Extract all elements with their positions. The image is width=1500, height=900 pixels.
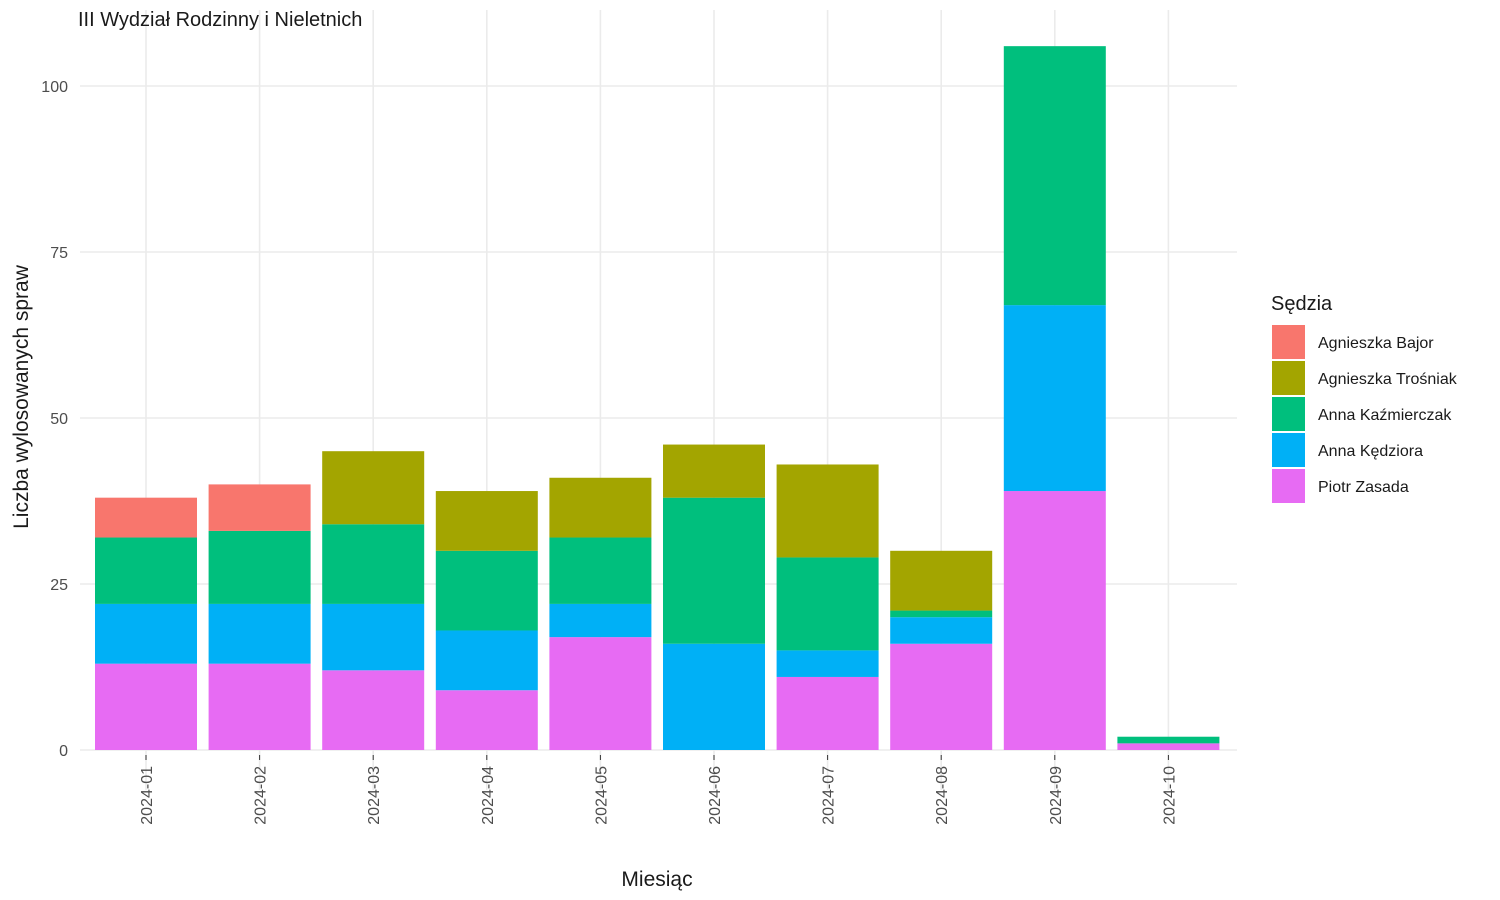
bar-segment <box>549 603 652 638</box>
x-tick-label: 2024-10 <box>1161 766 1178 825</box>
legend-label: Anna Kędziora <box>1318 443 1423 460</box>
bar-segment <box>549 477 652 538</box>
bar-segment <box>95 603 197 664</box>
chart-title: III Wydział Rodzinny i Nieletnich <box>78 9 362 31</box>
bar-segment <box>890 550 993 611</box>
bar-segment <box>1003 46 1106 306</box>
bar-segment <box>322 670 425 750</box>
legend-label: Agnieszka Trośniak <box>1318 371 1458 388</box>
legend-key <box>1272 325 1305 359</box>
bar-segment <box>1003 491 1106 750</box>
bar-segment <box>663 497 765 644</box>
legend-key <box>1272 361 1305 395</box>
x-tick-label: 2024-08 <box>934 766 951 825</box>
bar-segment <box>435 491 538 551</box>
x-tick-label: 2024-09 <box>1048 766 1065 825</box>
legend-label: Agnieszka Bajor <box>1318 335 1434 352</box>
x-tick-label: 2024-07 <box>821 766 838 825</box>
legend-key <box>1272 433 1305 467</box>
bar-segment <box>208 530 311 604</box>
x-tick-label: 2024-01 <box>139 766 156 825</box>
legend-title: Sędzia <box>1271 293 1333 315</box>
bar-segment <box>549 537 652 604</box>
bar-segment <box>890 610 993 618</box>
bar-segment <box>322 524 425 604</box>
x-tick-label: 2024-03 <box>366 766 383 825</box>
bar-segment <box>1003 305 1106 492</box>
bar-segment <box>435 690 538 750</box>
x-tick-label: 2024-05 <box>593 766 610 825</box>
bar-segment <box>663 643 765 750</box>
bar-segment <box>435 630 538 691</box>
bar-segment <box>208 484 311 531</box>
legend-label: Piotr Zasada <box>1318 479 1409 496</box>
x-axis-title: Miesiąc <box>621 868 692 891</box>
bar-segment <box>1117 736 1220 744</box>
bar-segment <box>776 676 879 750</box>
bar-segment <box>95 497 197 538</box>
y-tick-label: 75 <box>50 245 68 262</box>
y-tick-label: 50 <box>50 411 68 428</box>
bar-segment <box>890 643 993 750</box>
legend-key <box>1272 469 1305 503</box>
bar-segment <box>890 617 993 644</box>
y-tick-label: 0 <box>59 743 68 760</box>
y-axis-ticks: 0 25 50 75 100 <box>41 79 68 760</box>
legend: Sędzia Agnieszka Bajor Agnieszka Trośniak… <box>1271 293 1458 503</box>
x-tick-label: 2024-02 <box>253 766 270 825</box>
bar-segment <box>95 663 197 750</box>
legend-label: Anna Kaźmierczak <box>1318 407 1452 424</box>
bar-segment <box>322 451 425 525</box>
y-axis-title: Liczba wylosowanych spraw <box>10 264 33 529</box>
bar-segment <box>208 603 311 664</box>
bar-segment <box>208 663 311 750</box>
legend-items: Agnieszka Bajor Agnieszka Trośniak Anna Ka… <box>1272 325 1458 503</box>
bar-segment <box>549 637 652 750</box>
bar-segment <box>322 603 425 671</box>
bar-segment <box>776 557 879 651</box>
y-tick-label: 25 <box>50 577 68 594</box>
x-tick-label: 2024-04 <box>480 766 497 825</box>
legend-key <box>1272 397 1305 431</box>
bar-segment <box>435 550 538 631</box>
bar-segment <box>95 537 197 604</box>
bars <box>95 46 1220 750</box>
y-tick-label: 100 <box>41 79 68 96</box>
x-axis-ticks: 2024-01 2024-02 2024-03 2024-04 2024-05 2024-… <box>139 755 1178 825</box>
bar-segment <box>776 464 879 558</box>
bar-segment <box>1117 743 1220 750</box>
bar-segment <box>776 650 879 677</box>
x-tick-label: 2024-06 <box>707 766 724 825</box>
bar-segment <box>663 444 765 498</box>
